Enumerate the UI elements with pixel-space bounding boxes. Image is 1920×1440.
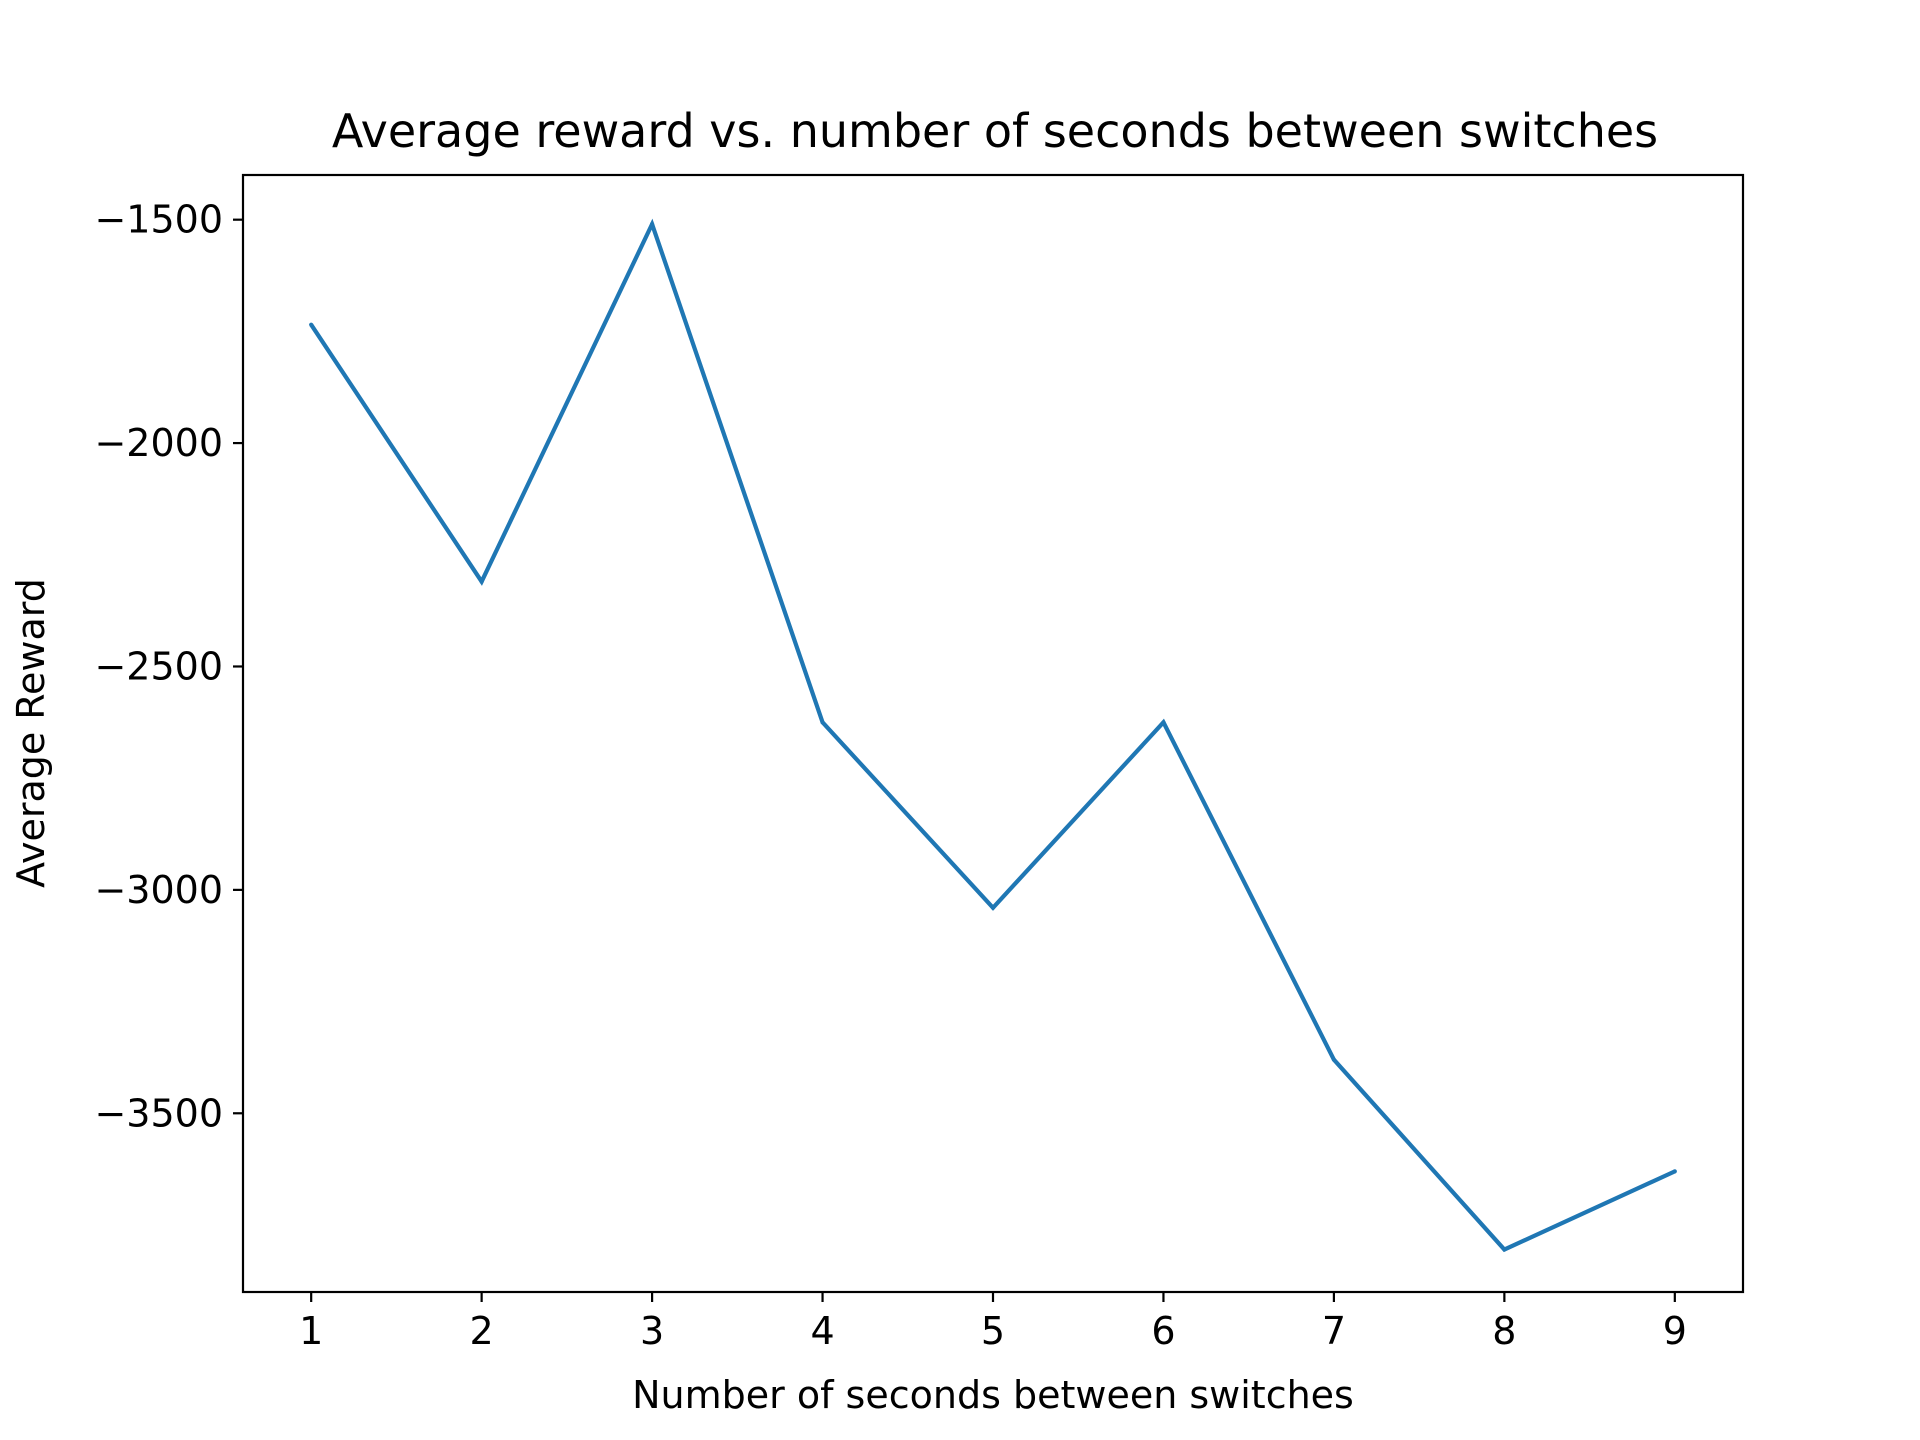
x-tick-label: 1	[299, 1309, 323, 1353]
y-tick-label: −2000	[94, 421, 223, 465]
data-point	[649, 222, 655, 227]
y-tick-label: −1500	[94, 198, 223, 242]
data-point	[1502, 1247, 1507, 1252]
x-tick-label: 5	[981, 1309, 1005, 1353]
y-tick-label: −3500	[94, 1091, 223, 1135]
x-tick-label: 3	[640, 1309, 664, 1353]
y-axis-ticks: −1500 −2000 −2500 −3000 −3500	[94, 198, 243, 1135]
x-tick-label: 8	[1492, 1309, 1516, 1353]
data-point	[1161, 720, 1166, 725]
x-tick-label: 6	[1151, 1309, 1175, 1353]
x-tick-label: 9	[1663, 1309, 1687, 1353]
data-point	[309, 322, 314, 327]
x-axis-label: Number of seconds between switches	[632, 1373, 1354, 1417]
data-point	[479, 579, 484, 584]
y-tick-label: −3000	[94, 868, 223, 912]
x-tick-label: 4	[810, 1309, 834, 1353]
x-tick-label: 7	[1322, 1309, 1346, 1353]
data-point	[1331, 1057, 1337, 1062]
data-point	[990, 905, 996, 910]
data-point	[1672, 1169, 1677, 1174]
plot-area-frame	[241, 173, 1745, 1294]
chart-title: Average reward vs. number of seconds bet…	[332, 104, 1658, 158]
x-axis-ticks: 1 2 3 4 5 6 7 8 9	[299, 1292, 1687, 1353]
data-point	[820, 720, 825, 725]
y-tick-label: −2500	[94, 644, 223, 688]
y-axis-label: Average Reward	[9, 578, 53, 888]
x-tick-label: 2	[470, 1309, 494, 1353]
series-group	[309, 218, 1677, 1253]
